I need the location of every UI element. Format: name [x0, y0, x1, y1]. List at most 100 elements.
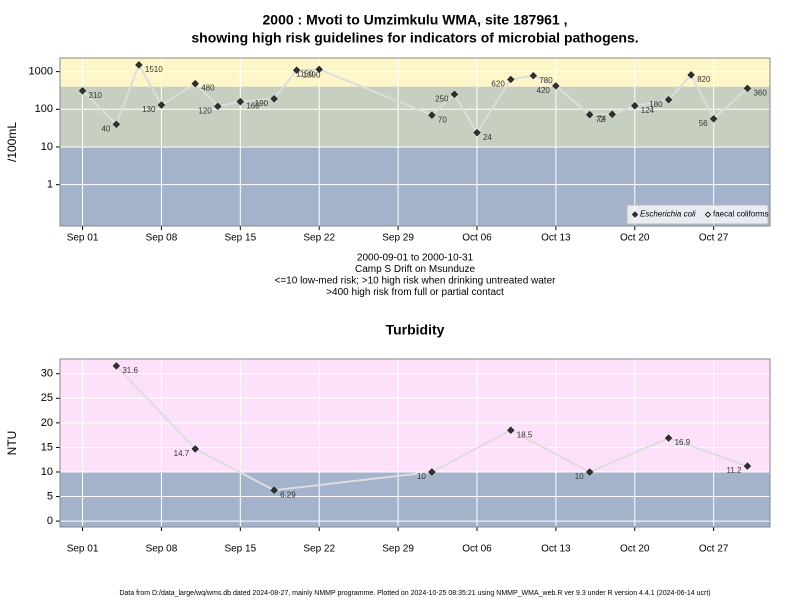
data-point [112, 120, 121, 129]
data-label: 124 [641, 106, 655, 115]
data-point [428, 111, 436, 119]
y-tick-label: 25 [41, 392, 53, 404]
data-point [631, 102, 639, 110]
data-label: 160 [246, 102, 260, 111]
x-tick-label: Oct 13 [541, 544, 571, 555]
data-label: 620 [491, 80, 505, 89]
data-point [608, 110, 616, 118]
y-tick-label: 15 [41, 441, 53, 453]
chart-title: 2000 : Mvoti to Umzimkulu WMA, site 1879… [263, 12, 568, 28]
risk-band [60, 359, 770, 472]
y-tick-label: 5 [47, 490, 53, 502]
data-point [743, 462, 752, 470]
risk-band [60, 86, 770, 147]
data-label: 190 [255, 99, 269, 108]
data-label: 1090 [303, 70, 321, 79]
x-tick-label: Sep 22 [303, 544, 335, 555]
data-point [585, 468, 594, 476]
series-line [115, 365, 748, 492]
data-label: 310 [89, 91, 103, 100]
data-label: 780 [539, 76, 553, 85]
data-label: 480 [201, 84, 215, 93]
y-tick-label: 1000 [29, 66, 53, 78]
plot-frame [59, 358, 771, 528]
data-label: 72 [596, 115, 605, 124]
data-label: 18.5 [517, 430, 533, 439]
data-point [78, 87, 87, 95]
chart-subtitle: showing high risk guidelines for indicat… [191, 30, 638, 46]
y-tick-label: 1 [47, 179, 53, 191]
data-point [191, 445, 199, 453]
data-point [214, 102, 222, 111]
data-label: 24 [483, 133, 492, 142]
data-point [507, 75, 515, 84]
x-tick-label: Sep 29 [382, 544, 414, 555]
legend-box [626, 204, 769, 225]
legend-marker [704, 211, 712, 218]
x-tick-label: Sep 15 [224, 544, 256, 555]
data-point [743, 84, 752, 93]
y-tick-label: 10 [41, 141, 53, 153]
x-tick-label: Sep 01 [67, 544, 99, 555]
data-label: 31.6 [122, 366, 138, 375]
x-tick-label: Sep 08 [146, 544, 178, 555]
caption: Camp S Drift on Msunduze [355, 264, 475, 275]
data-point [270, 486, 278, 494]
legend-marker [631, 211, 639, 218]
data-point [315, 65, 323, 74]
y-tick-label: 0 [47, 515, 53, 527]
data-point [135, 61, 143, 69]
data-point [191, 79, 199, 88]
data-label: 420 [537, 86, 551, 95]
data-label: 250 [435, 94, 449, 103]
data-label: 1510 [145, 65, 163, 74]
data-point [664, 95, 673, 104]
data-point [709, 115, 718, 123]
x-tick-label: Oct 06 [462, 233, 492, 244]
data-label: 40 [101, 124, 110, 133]
x-tick-label: Sep 08 [146, 233, 178, 244]
y-axis-label: NTU [5, 431, 19, 456]
y-tick-label: 100 [35, 103, 53, 115]
data-label: 820 [697, 75, 711, 84]
caption: <=10 low-med risk; >10 high risk when dr… [275, 276, 557, 287]
x-tick-label: Sep 15 [224, 233, 256, 244]
data-point [507, 426, 515, 434]
data-label: 14.7 [174, 449, 190, 458]
data-point [270, 95, 278, 103]
x-tick-label: Sep 29 [382, 233, 414, 244]
data-label: 16.9 [675, 438, 691, 447]
plot-frame [59, 57, 771, 227]
data-point [687, 71, 695, 79]
legend-label: faecal coliforms [713, 210, 769, 219]
x-tick-label: Oct 27 [699, 233, 729, 244]
x-tick-label: Sep 22 [303, 233, 335, 244]
data-point [664, 434, 673, 442]
data-point [585, 110, 594, 119]
data-point [236, 97, 245, 106]
data-point [428, 468, 436, 476]
data-point [292, 66, 301, 74]
x-tick-label: Sep 01 [67, 233, 99, 244]
chart-title: Turbidity [386, 322, 445, 338]
data-point [450, 90, 459, 99]
x-tick-label: Oct 27 [699, 544, 729, 555]
x-tick-label: Oct 06 [462, 544, 492, 555]
y-axis-label: /100mL [5, 122, 19, 162]
data-point [552, 82, 560, 90]
caption: >400 high risk from full or partial cont… [326, 287, 504, 298]
data-label: 130 [142, 105, 156, 114]
risk-band [60, 471, 770, 527]
y-tick-label: 10 [41, 466, 53, 478]
data-label: 11.2 [726, 466, 742, 475]
y-tick-label: 30 [41, 368, 53, 380]
x-tick-label: Oct 20 [620, 544, 650, 555]
data-label: 10 [575, 472, 584, 481]
legend-label: Escherichia coli [640, 210, 696, 219]
data-point [473, 128, 481, 137]
data-label: 360 [753, 88, 767, 97]
risk-band [60, 58, 770, 87]
data-point [529, 71, 538, 80]
x-tick-label: Oct 13 [541, 233, 571, 244]
